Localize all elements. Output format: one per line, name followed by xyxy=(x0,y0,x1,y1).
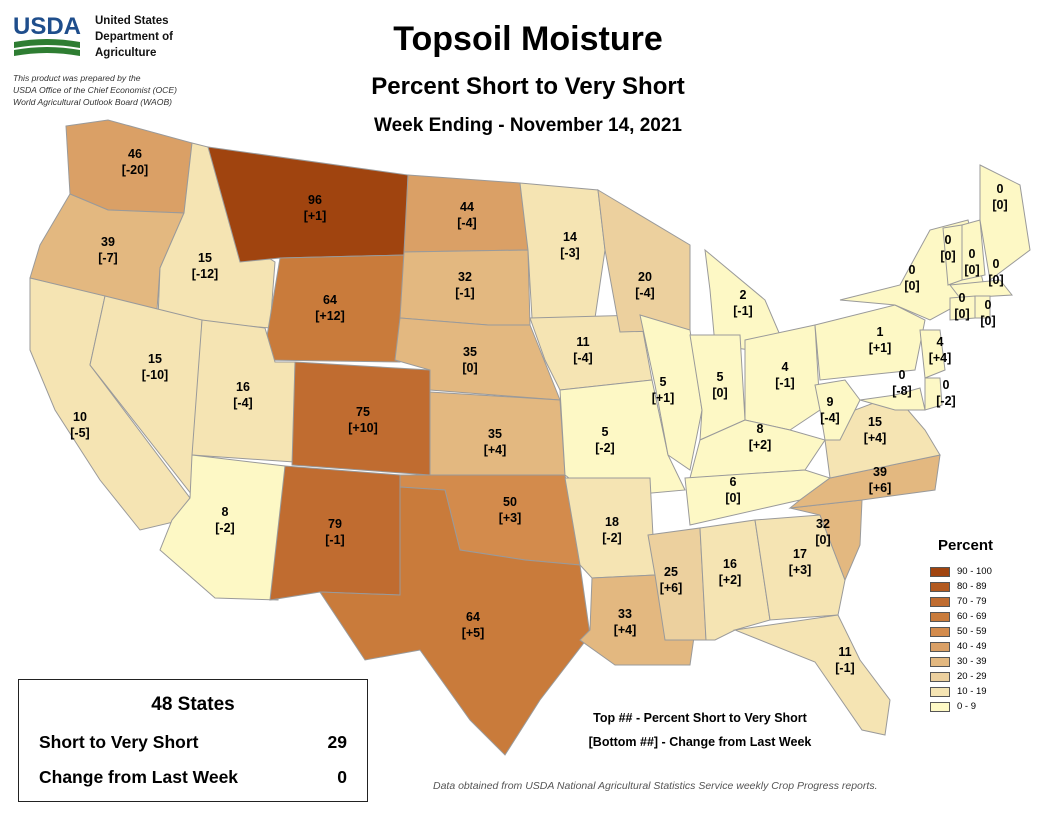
summary-label-short: Short to Very Short xyxy=(39,732,199,752)
state-il xyxy=(639,314,703,471)
legend-item: 30 - 39 xyxy=(930,654,993,669)
state-nh xyxy=(961,219,986,281)
legend-label: 30 - 39 xyxy=(957,656,987,667)
summary-row-short: Short to Very Short 29 xyxy=(19,732,367,753)
legend-label: 80 - 89 xyxy=(957,581,987,592)
legend-title: Percent xyxy=(938,537,994,554)
state-md xyxy=(859,387,926,411)
state-mt xyxy=(207,146,409,263)
legend-item: 90 - 100 xyxy=(930,564,993,579)
summary-value-change: 0 xyxy=(337,767,347,787)
summary-label-change: Change from Last Week xyxy=(39,767,239,787)
agency-line-2: Department of xyxy=(95,31,173,43)
legend-swatch xyxy=(930,596,950,607)
legend-item: 50 - 59 xyxy=(930,624,993,639)
legend-item: 0 - 9 xyxy=(930,699,993,714)
legend-item: 40 - 49 xyxy=(930,639,993,654)
summary-box: 48 States Short to Very Short 29 Change … xyxy=(18,679,368,802)
state-ri xyxy=(974,295,991,319)
legend-item: 20 - 29 xyxy=(930,669,993,684)
legend-label: 90 - 100 xyxy=(957,566,992,577)
note-top: Top ## - Percent Short to Very Short xyxy=(593,711,807,725)
state-ct xyxy=(949,295,976,321)
legend-swatch xyxy=(930,671,950,682)
legend-swatch xyxy=(930,641,950,652)
state-ma xyxy=(949,279,1013,299)
legend-label: 70 - 79 xyxy=(957,596,987,607)
prepared-line-2: USDA Office of the Chief Economist (OCE) xyxy=(13,85,177,95)
state-sd xyxy=(399,249,531,326)
state-wy xyxy=(262,254,406,363)
agency-name: United States Department of Agriculture xyxy=(95,13,173,61)
legend-label: 40 - 49 xyxy=(957,641,987,652)
state-de xyxy=(924,377,943,411)
legend-swatch xyxy=(930,626,950,637)
state-oh xyxy=(744,324,821,431)
state-ne xyxy=(394,317,561,401)
state-ks xyxy=(429,391,566,476)
note-bottom: [Bottom ##] - Change from Last Week xyxy=(588,735,812,749)
legend-swatch xyxy=(930,566,950,577)
data-source-footer: Data obtained from USDA National Agricul… xyxy=(433,780,878,792)
state-pa xyxy=(814,304,926,381)
prepared-line-1: This product was prepared by the xyxy=(13,73,141,83)
state-tx xyxy=(319,486,591,756)
legend-label: 20 - 29 xyxy=(957,671,987,682)
prepared-by: This product was prepared by the USDA Of… xyxy=(13,72,177,108)
legend-swatch xyxy=(930,656,950,667)
state-wa xyxy=(65,119,193,214)
agency-line-1: United States xyxy=(95,15,169,27)
legend-item: 80 - 89 xyxy=(930,579,993,594)
summary-value-short: 29 xyxy=(327,732,347,752)
summary-row-change: Change from Last Week 0 xyxy=(19,767,367,788)
state-ga xyxy=(754,514,846,621)
page-title: Topsoil Moisture xyxy=(393,20,663,58)
state-nd xyxy=(403,174,529,253)
usda-logo-text: USDA xyxy=(13,13,81,40)
date-line: Week Ending - November 14, 2021 xyxy=(374,115,682,136)
legend-swatch xyxy=(930,701,950,712)
agency-line-3: Agriculture xyxy=(95,47,157,59)
legend-label: 50 - 59 xyxy=(957,626,987,637)
legend-swatch xyxy=(930,611,950,622)
legend-item: 70 - 79 xyxy=(930,594,993,609)
state-nm xyxy=(269,465,401,601)
state-wi xyxy=(597,189,691,333)
summary-title: 48 States xyxy=(151,694,235,715)
state-nj xyxy=(919,329,946,379)
usda-logo: USDA xyxy=(12,12,82,65)
legend-item: 10 - 19 xyxy=(930,684,993,699)
state-ms xyxy=(647,527,707,641)
legend-swatch xyxy=(930,581,950,592)
legend-label: 10 - 19 xyxy=(957,686,987,697)
state-me xyxy=(979,164,1031,281)
state-wv xyxy=(814,379,861,441)
state-mo xyxy=(559,379,686,499)
legend-label: 0 - 9 xyxy=(957,701,977,712)
legend: Percent 90 - 100 80 - 89 70 - 79 60 - 69 50 … xyxy=(930,537,993,714)
state-fl xyxy=(733,614,891,736)
state-mn xyxy=(519,182,606,319)
legend-item: 60 - 69 xyxy=(930,609,993,624)
legend-swatch xyxy=(930,686,950,697)
prepared-line-3: World Agricultural Outlook Board (WAOB) xyxy=(13,97,173,107)
page-subtitle: Percent Short to Very Short xyxy=(371,73,685,100)
state-co xyxy=(291,361,431,476)
legend-label: 60 - 69 xyxy=(957,611,987,622)
